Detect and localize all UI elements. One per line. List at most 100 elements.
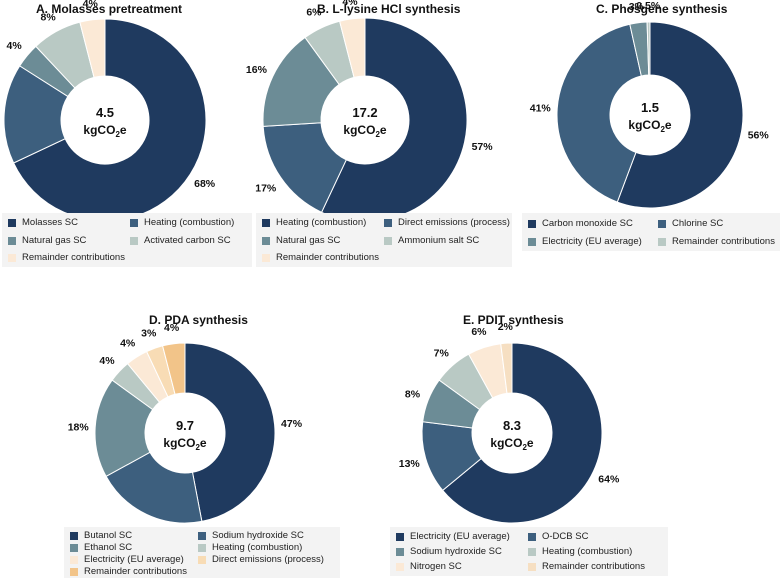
donut-slice [616, 21, 744, 209]
legend-label: Direct emissions (process) [398, 217, 510, 228]
slice-label: 2% [498, 321, 514, 333]
legend-swatch [528, 237, 536, 246]
center-value: 9.7 [176, 418, 194, 433]
legend-item: Electricity (EU average) [528, 236, 642, 247]
donut-slice [339, 17, 366, 78]
legend-swatch [262, 218, 270, 227]
slice-label: 0.5% [636, 0, 661, 12]
legend-label: O-DCB SC [542, 531, 589, 542]
legend-label: Heating (combustion) [276, 217, 367, 228]
legend-item: Heating (combustion) [198, 542, 302, 553]
slice-label: 57% [472, 141, 494, 153]
legend-label: Heating (combustion) [212, 542, 303, 553]
slice-label: 16% [246, 64, 268, 76]
donut-slice [646, 21, 651, 76]
legend-label: Remainder contributions [672, 236, 775, 247]
legend-label: Molasses SC [22, 217, 78, 228]
legend-label: Natural gas SC [22, 235, 87, 246]
center-unit: kgCO2e [83, 123, 126, 139]
legend-label: Remainder contributions [276, 252, 379, 263]
donut-slice [12, 18, 207, 222]
legend-item: Heating (combustion) [130, 217, 234, 228]
center-value: 17.2 [352, 105, 377, 120]
slice-label: 4% [6, 40, 22, 52]
legend-swatch [130, 218, 138, 227]
chart-title: D. PDA synthesis [149, 313, 248, 327]
slice-label: 41% [530, 102, 552, 114]
legend-item: Electricity (EU average) [70, 554, 184, 565]
chart-title: B. L-lysine HCl synthesis [317, 2, 461, 16]
legend-swatch [130, 236, 138, 245]
slice-label: 17% [255, 182, 277, 194]
legend-swatch [262, 236, 270, 245]
legend-swatch [70, 543, 78, 552]
legend-label: Natural gas SC [276, 235, 341, 246]
legend-swatch [528, 562, 536, 571]
legend-label: Direct emissions (process) [212, 554, 324, 565]
donut-slice [556, 23, 642, 203]
legend-swatch [384, 236, 392, 245]
legend-swatch [528, 532, 536, 541]
legend-label: Carbon monoxide SC [542, 218, 633, 229]
legend-swatch [528, 547, 536, 556]
donut-slice [105, 451, 203, 524]
slice-label: 4% [120, 338, 136, 350]
legend-label: Sodium hydroxide SC [410, 546, 502, 557]
legend-item: Direct emissions (process) [384, 217, 510, 228]
chart-title: E. PDIT synthesis [463, 313, 564, 327]
legend: Butanol SC Sodium hydroxide SC Ethanol SC H… [64, 527, 340, 578]
slice-label: 6% [306, 6, 322, 18]
legend-label: Electricity (EU average) [410, 531, 510, 542]
chart-title: C. Phosgene synthesis [596, 2, 728, 16]
legend-label: Ethanol SC [84, 542, 133, 553]
legend-swatch [70, 567, 78, 576]
legend-item: Nitrogen SC [396, 561, 462, 572]
center-value: 8.3 [503, 418, 521, 433]
legend-swatch [658, 219, 666, 228]
legend-item: Remainder contributions [262, 252, 379, 263]
legend-swatch [8, 218, 16, 227]
center-value: 1.5 [641, 100, 659, 115]
legend-item: Remainder contributions [528, 561, 645, 572]
legend-item: Activated carbon SC [130, 235, 231, 246]
legend-item: Ethanol SC [70, 542, 132, 553]
legend-item: Sodium hydroxide SC [396, 546, 502, 557]
legend-swatch [658, 237, 666, 246]
legend-label: Electricity (EU average) [84, 554, 184, 565]
slice-label: 68% [194, 178, 216, 190]
legend: Molasses SC Heating (combustion) Natural g… [2, 213, 252, 267]
slice-label: 4% [83, 0, 99, 10]
legend-label: Remainder contributions [542, 561, 645, 572]
slice-label: 3% [629, 1, 645, 13]
legend-item: Molasses SC [8, 217, 78, 228]
legend-item: Natural gas SC [262, 235, 340, 246]
legend: Carbon monoxide SC Chlorine SC Electricity… [522, 213, 780, 251]
legend: Electricity (EU average) O-DCB SC Sodium h… [390, 527, 668, 576]
slice-label: 4% [342, 0, 358, 8]
center-unit: kgCO2e [628, 118, 671, 134]
legend-item: Heating (combustion) [528, 546, 632, 557]
center-unit: kgCO2e [163, 436, 206, 452]
slice-label: 6% [471, 326, 487, 338]
slice-label: 64% [598, 474, 620, 486]
legend-item: Ammonium salt SC [384, 235, 479, 246]
legend-swatch [198, 543, 206, 552]
legend-label: Electricity (EU average) [542, 236, 642, 247]
slice-label: 13% [399, 458, 421, 470]
legend-swatch [262, 253, 270, 262]
legend-swatch [384, 218, 392, 227]
legend-item: Remainder contributions [70, 566, 187, 577]
slice-label: 4% [99, 355, 115, 367]
legend-swatch [198, 555, 206, 564]
donut-slice [441, 342, 603, 524]
donut-slice [500, 342, 513, 394]
slice-label: 56% [748, 130, 770, 142]
slice-label: 8% [405, 389, 421, 401]
legend-label: Chlorine SC [672, 218, 724, 229]
legend-label: Heating (combustion) [144, 217, 235, 228]
legend-swatch [70, 555, 78, 564]
